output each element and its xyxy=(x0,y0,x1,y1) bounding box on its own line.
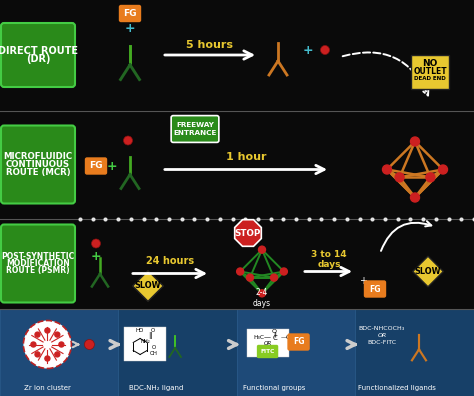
Text: FREEWAY: FREEWAY xyxy=(176,122,214,128)
Text: NO: NO xyxy=(422,59,438,69)
Text: BDC-NHCOCH₃: BDC-NHCOCH₃ xyxy=(359,326,405,331)
Circle shape xyxy=(237,268,244,275)
Text: SLOW: SLOW xyxy=(415,267,441,276)
FancyBboxPatch shape xyxy=(1,225,75,303)
FancyBboxPatch shape xyxy=(1,23,75,87)
Text: FITC: FITC xyxy=(260,349,275,354)
Circle shape xyxy=(395,173,404,182)
Text: Functionalized ligands: Functionalized ligands xyxy=(358,385,436,391)
Circle shape xyxy=(410,137,419,146)
Text: ‖: ‖ xyxy=(273,331,276,337)
Circle shape xyxy=(410,193,419,202)
Text: POST-SYNTHETIC: POST-SYNTHETIC xyxy=(1,252,74,261)
Text: 1 hour: 1 hour xyxy=(226,152,266,162)
Text: CONTINUOUS: CONTINUOUS xyxy=(6,160,70,169)
Text: 3 to 14
days: 3 to 14 days xyxy=(311,250,347,269)
Circle shape xyxy=(258,290,265,297)
Text: STOP: STOP xyxy=(235,228,261,238)
Text: SLOW: SLOW xyxy=(135,282,161,291)
Text: 2-4
days: 2-4 days xyxy=(253,288,271,308)
Circle shape xyxy=(320,46,329,55)
Bar xyxy=(0,111,474,218)
FancyBboxPatch shape xyxy=(246,329,289,356)
Text: MODIFICATION: MODIFICATION xyxy=(6,259,70,268)
Text: 5 hours: 5 hours xyxy=(186,40,234,50)
Circle shape xyxy=(55,352,60,357)
Bar xyxy=(0,309,118,396)
Text: 24 hours: 24 hours xyxy=(146,257,194,267)
Text: ENTRANCE: ENTRANCE xyxy=(173,130,217,136)
Text: +: + xyxy=(107,160,117,173)
FancyBboxPatch shape xyxy=(365,281,385,297)
Bar xyxy=(118,309,237,396)
Text: ROUTE (MCR): ROUTE (MCR) xyxy=(6,168,70,177)
Text: FG: FG xyxy=(123,9,137,18)
FancyBboxPatch shape xyxy=(124,326,166,360)
Circle shape xyxy=(91,239,100,248)
Bar xyxy=(0,0,474,110)
Circle shape xyxy=(84,339,94,350)
Text: FG: FG xyxy=(293,337,304,346)
Text: DIRECT ROUTE: DIRECT ROUTE xyxy=(0,46,78,56)
Text: O: O xyxy=(144,328,155,333)
FancyBboxPatch shape xyxy=(288,334,309,350)
Text: BDC-NH₂ ligand: BDC-NH₂ ligand xyxy=(129,385,183,391)
Bar xyxy=(237,309,356,396)
Text: FG: FG xyxy=(89,162,103,171)
FancyBboxPatch shape xyxy=(257,345,278,358)
Text: FG: FG xyxy=(369,284,381,293)
FancyBboxPatch shape xyxy=(119,6,140,21)
Circle shape xyxy=(59,342,64,347)
Polygon shape xyxy=(133,271,164,301)
Text: O: O xyxy=(152,345,156,350)
Text: (DR): (DR) xyxy=(26,54,50,64)
Circle shape xyxy=(23,320,72,369)
Circle shape xyxy=(45,356,50,361)
Text: OR: OR xyxy=(264,341,272,346)
Polygon shape xyxy=(413,256,443,287)
Bar xyxy=(0,219,474,308)
Circle shape xyxy=(45,328,50,333)
Polygon shape xyxy=(235,220,261,246)
FancyBboxPatch shape xyxy=(1,126,75,204)
Text: —OH: —OH xyxy=(281,335,296,340)
Circle shape xyxy=(280,268,287,275)
Text: HO: HO xyxy=(136,328,144,333)
Text: MICROFLUIDIC: MICROFLUIDIC xyxy=(3,152,73,161)
Text: —: — xyxy=(264,335,271,341)
Circle shape xyxy=(124,136,133,145)
Circle shape xyxy=(35,352,40,357)
FancyBboxPatch shape xyxy=(85,158,107,174)
Text: +: + xyxy=(359,276,367,286)
Circle shape xyxy=(258,246,265,253)
Circle shape xyxy=(246,274,254,281)
Text: Zr ion cluster: Zr ion cluster xyxy=(24,385,71,391)
Text: OR: OR xyxy=(377,333,387,338)
Text: +: + xyxy=(125,21,135,34)
Text: +: + xyxy=(303,44,313,57)
Circle shape xyxy=(271,274,277,281)
Text: H₃C: H₃C xyxy=(253,335,264,340)
Circle shape xyxy=(31,342,36,347)
Bar xyxy=(356,309,474,396)
Text: ‖: ‖ xyxy=(148,332,152,339)
Text: NH₂: NH₂ xyxy=(140,339,150,344)
Text: Functional groups: Functional groups xyxy=(243,385,306,391)
FancyBboxPatch shape xyxy=(171,116,219,143)
Circle shape xyxy=(438,165,447,174)
Circle shape xyxy=(426,173,435,182)
Text: C: C xyxy=(272,335,277,341)
Circle shape xyxy=(35,332,40,337)
Text: ROUTE (PSMR): ROUTE (PSMR) xyxy=(6,266,70,275)
Text: BDC-FITC: BDC-FITC xyxy=(367,340,397,345)
Text: +: + xyxy=(91,250,101,263)
Circle shape xyxy=(383,165,392,174)
FancyBboxPatch shape xyxy=(411,55,449,89)
Text: DEAD END: DEAD END xyxy=(414,76,446,80)
Text: O: O xyxy=(272,329,277,334)
Circle shape xyxy=(55,332,60,337)
Bar xyxy=(0,309,474,396)
Text: OUTLET: OUTLET xyxy=(413,67,447,76)
Text: OH: OH xyxy=(150,351,158,356)
